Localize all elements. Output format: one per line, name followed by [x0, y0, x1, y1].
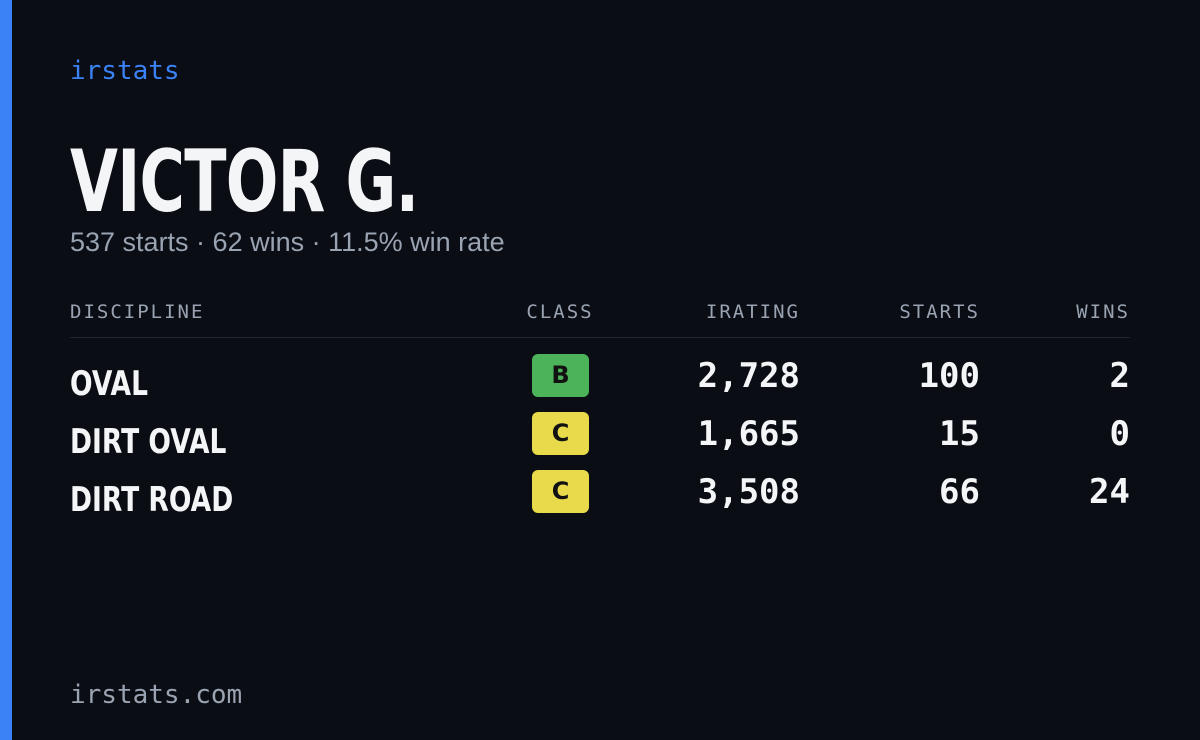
irating-value: 3,508	[697, 472, 800, 512]
class-badge: C	[532, 412, 589, 455]
header-rule	[70, 337, 1130, 338]
irating-value: 1,665	[697, 414, 800, 454]
driver-summary: 537 starts · 62 wins · 11.5% win rate	[70, 227, 505, 257]
driver-name: VICTOR G.	[70, 132, 419, 232]
wins-value: 24	[1089, 472, 1130, 512]
discipline: OVAL	[70, 364, 148, 404]
discipline: DIRT OVAL	[70, 422, 227, 462]
column-header: DISCIPLINE	[70, 301, 205, 323]
column-header: IRATING	[705, 301, 800, 323]
discipline: DIRT ROAD	[70, 480, 234, 520]
column-header: STARTS	[899, 301, 980, 323]
footer: irstats.com	[70, 680, 243, 710]
starts-value: 66	[939, 472, 980, 512]
wins-value: 2	[1109, 356, 1130, 396]
starts-value: 100	[918, 356, 980, 396]
irating-value: 2,728	[697, 356, 800, 396]
column-header: CLASS	[526, 301, 594, 323]
wins-value: 0	[1109, 414, 1130, 454]
starts-value: 15	[939, 414, 980, 454]
accent-bar	[0, 0, 12, 740]
class-badge: C	[532, 470, 589, 513]
column-header: WINS	[1076, 301, 1130, 323]
class-badge: B	[532, 354, 589, 397]
brand: irstats	[70, 56, 180, 86]
